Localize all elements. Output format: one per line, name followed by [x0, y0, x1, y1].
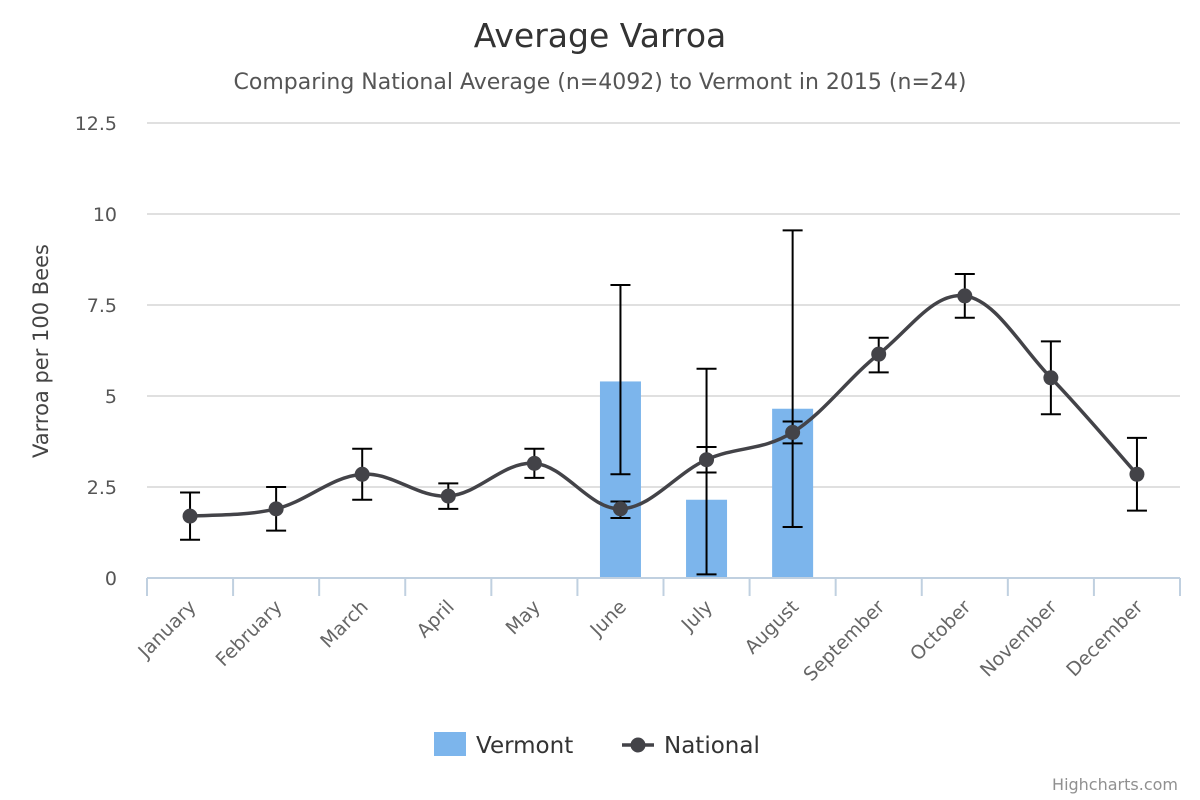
national-point: [871, 346, 887, 362]
y-tick-label: 12.5: [75, 113, 117, 135]
national-line-layer: [189, 293, 1139, 518]
x-tick-label: October: [906, 596, 975, 665]
grid-layer: [147, 122, 1180, 488]
legend-national-marker: [630, 737, 646, 753]
chart-subtitle: Comparing National Average (n=4092) to V…: [234, 70, 967, 95]
legend-vermont-swatch: [434, 732, 466, 756]
chart-title: Average Varroa: [474, 16, 726, 55]
error-bar-layer: [180, 229, 1147, 576]
y-axis-label: Varroa per 100 Bees: [29, 244, 53, 458]
national-point: [354, 466, 370, 482]
y-tick-layer: 0 2.5 5 7.5 10 12.5: [75, 113, 117, 590]
x-tick-label: April: [413, 596, 459, 642]
national-point: [268, 501, 284, 517]
legend: Vermont National: [434, 732, 760, 759]
x-tick-label: August: [741, 596, 804, 659]
national-point: [699, 452, 715, 468]
vermont-error-bar: [610, 283, 631, 476]
legend-national-label: National: [664, 733, 760, 759]
national-point: [1043, 370, 1059, 386]
x-axis-layer: [146, 577, 1181, 596]
national-point: [526, 455, 542, 471]
national-point: [785, 424, 801, 440]
x-tick-label: May: [502, 596, 545, 639]
x-tick-label: February: [212, 596, 287, 671]
national-point: [957, 288, 973, 304]
legend-vermont-label: Vermont: [476, 733, 573, 759]
y-tick-label: 10: [93, 204, 117, 226]
x-tick-layer: January February March April May June July Augu…: [133, 596, 1147, 686]
national-point: [440, 488, 456, 504]
national-point: [612, 501, 628, 517]
y-tick-label: 7.5: [87, 295, 117, 317]
y-tick-label: 2.5: [87, 477, 117, 499]
x-tick-label: December: [1062, 596, 1147, 681]
x-tick-label: June: [585, 596, 631, 642]
x-tick-label: November: [976, 596, 1062, 682]
national-point: [182, 508, 198, 524]
x-tick-label: January: [133, 596, 200, 663]
x-tick-label: March: [316, 596, 373, 653]
legend-item-national[interactable]: National: [622, 733, 760, 759]
national-point-layer: [182, 288, 1145, 524]
vermont-error-bar: [782, 229, 803, 529]
y-tick-label: 0: [105, 568, 117, 590]
national-line: [189, 293, 1139, 518]
x-tick-label: July: [677, 596, 717, 636]
y-tick-label: 5: [105, 386, 117, 408]
x-tick-label: September: [799, 596, 889, 686]
national-point: [1129, 466, 1145, 482]
legend-item-vermont[interactable]: Vermont: [434, 732, 573, 759]
credits-link[interactable]: Highcharts.com: [1052, 775, 1178, 794]
